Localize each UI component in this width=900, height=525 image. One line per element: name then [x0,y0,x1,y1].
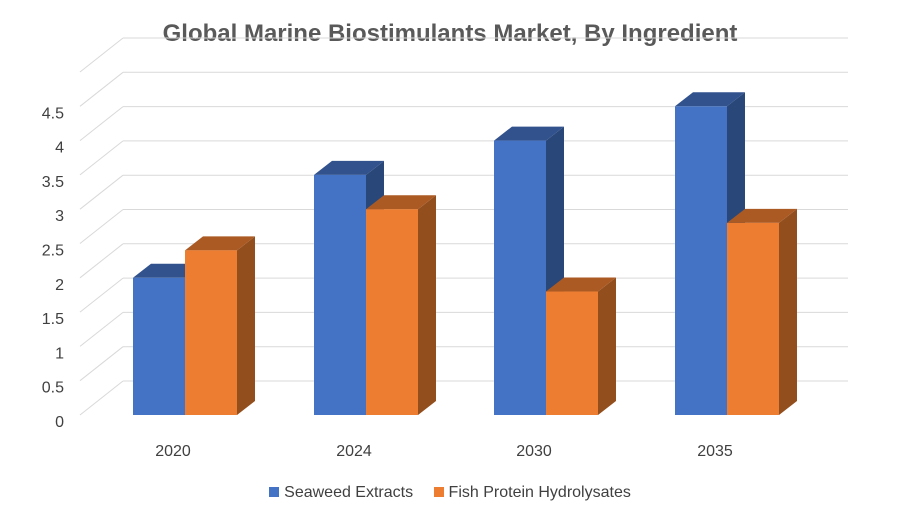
bar-fish-protein-2024 [366,195,436,415]
bar-fish-protein-2020 [185,236,255,415]
legend: Seaweed Extracts Fish Protein Hydrolysat… [0,484,900,502]
y-tick-label: 4.5 [42,105,64,122]
bar-side [237,236,255,415]
gridline-depth [79,277,124,313]
bar-front [314,174,366,415]
legend-label-seaweed: Seaweed Extracts [284,484,414,501]
bar-fish-protein-2030 [546,277,616,415]
y-tick-label: 1 [55,345,64,362]
x-category-label: 2030 [516,443,552,460]
bar-front [366,209,418,415]
x-category-label: 2035 [697,443,733,460]
bar-front [675,106,727,416]
x-category-label: 2020 [155,443,191,460]
y-tick-label: 1.5 [42,311,64,328]
gridline-depth [79,312,124,347]
bar-side [418,195,436,415]
gridline-depth [79,71,124,107]
y-tick-label: 2 [55,277,64,294]
bar-top [366,195,436,210]
legend-swatch-fish-protein [433,487,444,497]
chart-title: Global Marine Biostimulants Market, By I… [162,20,738,47]
gridline-depth [79,380,124,416]
y-tick-label: 0 [55,414,64,431]
gridline-depth [79,209,124,244]
y-tick-label: 4 [55,140,64,157]
bar-front [185,250,237,415]
bar-fish-protein-2035 [727,208,797,415]
gridline-depth [79,346,124,382]
bar-top [727,208,797,223]
gridline-depth [79,106,124,141]
x-category-label: 2024 [336,443,372,460]
bar-front [546,291,598,415]
bar-front [133,277,185,415]
y-tick-label: 2.5 [42,243,64,260]
bar-side [598,277,616,415]
bars [133,92,797,416]
y-tick-label: 3.5 [42,174,64,191]
bar-top [675,92,745,107]
y-tick-label: 0.5 [42,380,64,397]
bar-front [727,222,779,415]
x-axis-categories: 2020 2024 2030 2035 [155,443,733,460]
legend-label-fish-protein: Fish Protein Hydrolysates [448,484,631,501]
bar-top [546,277,616,292]
bar-top [185,236,255,251]
y-axis-ticks: 0 0.5 1 1.5 2 2.5 3 3.5 4 4.5 [42,105,64,431]
legend-item-seaweed: Seaweed Extracts [269,484,413,502]
legend-swatch-seaweed [269,487,280,497]
y-tick-label: 3 [55,208,64,225]
bar-side [779,208,797,415]
legend-item-fish-protein: Fish Protein Hydrolysates [433,484,631,502]
gridline-depth [79,140,124,176]
bar-top [314,160,384,175]
bar-top [494,126,564,141]
gridline-depth [79,243,124,279]
gridline-depth [79,37,124,73]
gridline-depth [79,174,124,210]
bar-front [494,140,546,415]
